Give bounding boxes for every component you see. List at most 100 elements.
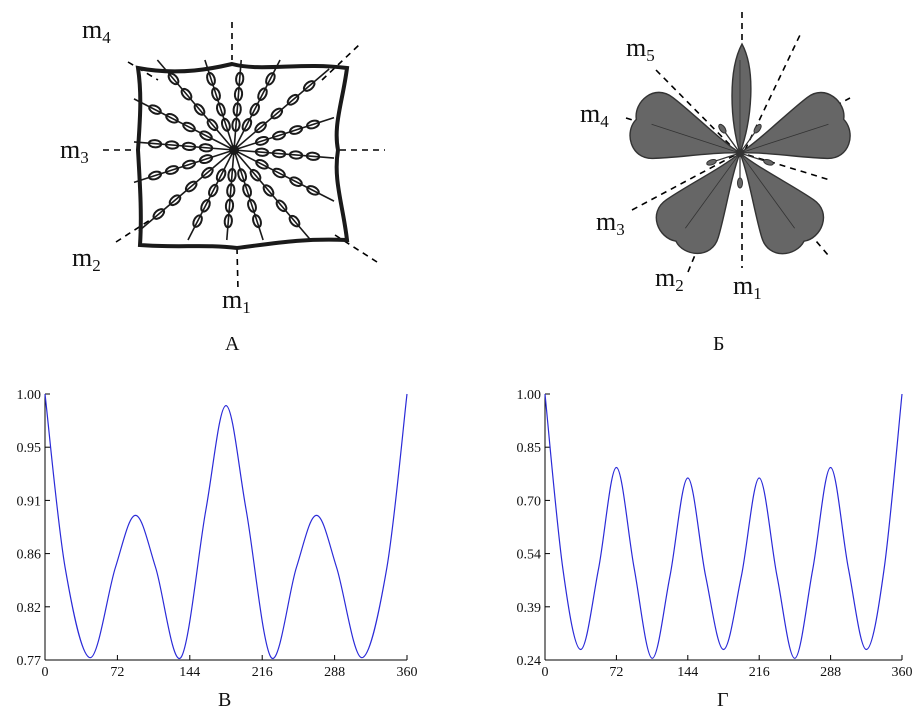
strand-loop: [235, 71, 245, 87]
strand-loop: [215, 102, 226, 117]
chart-d: 0.24 0.39 0.54 0.70 0.85 1.00 0 72 144 216 288 360…: [517, 388, 913, 711]
strand-loop: [224, 198, 235, 213]
y-tick-label: 0.39: [517, 601, 542, 616]
strand-loop: [165, 113, 179, 124]
petal-shape: [738, 150, 825, 255]
strand-loop: [275, 199, 288, 213]
strand-loop: [167, 72, 180, 86]
panel-label-d: Г: [717, 689, 729, 711]
strand-loop: [271, 130, 287, 141]
y-tick-label: 0.24: [517, 654, 542, 669]
strand-loop: [181, 159, 197, 170]
strand-loop: [265, 72, 276, 86]
petal-vein: [685, 155, 739, 229]
x-tick-label: 288: [324, 665, 345, 680]
figure-b-axis-labels: m5 m4 m3 m2 m1: [580, 33, 762, 303]
figure-b-label-m5: m5: [626, 33, 655, 65]
panel-label-c: В: [218, 689, 231, 711]
petal: [629, 91, 743, 160]
strand-line: [233, 59, 243, 151]
strand-loop: [249, 168, 262, 182]
petal: [731, 42, 752, 156]
strand-line: [233, 149, 335, 159]
strand-loop: [241, 118, 253, 132]
strand-loop: [257, 87, 268, 101]
strand-loop: [302, 80, 316, 92]
petal-shape: [737, 91, 851, 160]
y-tick-label: 0.86: [17, 548, 42, 563]
chart-c-y-tick-labels: 0.77 0.82 0.86 0.91 0.95 1.00: [17, 388, 42, 669]
y-tick-label: 0.95: [17, 441, 42, 456]
strand-loop: [184, 180, 198, 193]
strand-loop: [148, 104, 162, 115]
strand-loop: [249, 102, 260, 117]
strand-loop: [288, 150, 304, 160]
strand-loop: [220, 117, 231, 132]
strand-loop: [254, 147, 270, 157]
x-tick-label: 216: [749, 665, 770, 680]
y-tick-label: 0.77: [17, 654, 42, 669]
strand-loop: [215, 168, 227, 182]
figure-a-drawing: m4 m3 m2 m1 А: [60, 15, 385, 355]
figure-a-axis-labels: m4 m3 m2 m1: [60, 15, 251, 317]
x-tick-label: 0: [42, 665, 49, 680]
figure-a-outline: [135, 61, 350, 251]
strand-loop: [255, 159, 269, 170]
strand-loop: [237, 168, 248, 183]
strand-loop: [164, 140, 180, 150]
chart-c: 0.77 0.82 0.86 0.91 0.95 1.00 0 72 144 216 288 360…: [17, 388, 418, 711]
strand-loop: [231, 117, 241, 132]
strand-loop: [164, 165, 180, 175]
strand-loop: [286, 93, 300, 106]
petal-vein: [651, 123, 738, 153]
strand-loop: [233, 87, 244, 102]
flower-center: [736, 149, 744, 157]
chart-d-series-line: [544, 393, 903, 659]
strand-loop: [201, 166, 214, 179]
x-tick-label: 216: [252, 665, 273, 680]
x-tick-label: 288: [820, 665, 841, 680]
y-tick-label: 0.70: [517, 494, 542, 509]
chart-d-ticks: [544, 393, 903, 661]
strand-loop: [180, 87, 193, 101]
strand-loop: [192, 214, 203, 228]
petal: [655, 150, 742, 254]
strand-loop: [288, 125, 304, 135]
strand-loop: [226, 183, 236, 198]
strand-loop: [193, 103, 206, 116]
strand-loop: [252, 214, 262, 229]
x-tick-label: 144: [179, 665, 200, 680]
figure-b-label-m3: m3: [596, 207, 625, 239]
strand-loop: [182, 121, 196, 133]
strand-line: [233, 149, 264, 241]
figure-b-petals: [629, 42, 851, 255]
y-tick-label: 1.00: [517, 388, 542, 403]
strand-loop: [305, 119, 321, 130]
figure-b-label-m1: m1: [733, 271, 762, 303]
anther: [753, 123, 762, 134]
y-tick-label: 0.82: [17, 601, 42, 616]
anther: [718, 123, 727, 134]
chart-d-y-tick-labels: 0.24 0.39 0.54 0.70 0.85 1.00: [517, 388, 542, 669]
guide-line-m4: [127, 61, 159, 81]
petal: [737, 91, 851, 160]
strand-loop: [306, 185, 320, 196]
guide-line-m2: [115, 219, 151, 243]
figure-b-label-m4: m4: [580, 99, 609, 131]
strand-loop: [168, 194, 182, 207]
strand-line: [133, 141, 235, 151]
strand-loop: [223, 213, 233, 229]
strand-line: [233, 59, 281, 151]
chart-d-x-tick-labels: 0 72 144 216 288 360: [542, 665, 913, 680]
guide-line-b-m5: [655, 69, 736, 151]
strand-loop: [147, 139, 163, 149]
strand-loop: [198, 154, 214, 165]
strand-loop: [181, 141, 197, 152]
strand-loop: [198, 143, 214, 153]
anther: [706, 158, 717, 166]
petal-shape: [731, 42, 752, 156]
petal-shape: [655, 150, 742, 254]
anther: [737, 177, 743, 189]
strand-loop: [208, 183, 219, 198]
petal-vein: [742, 123, 829, 153]
